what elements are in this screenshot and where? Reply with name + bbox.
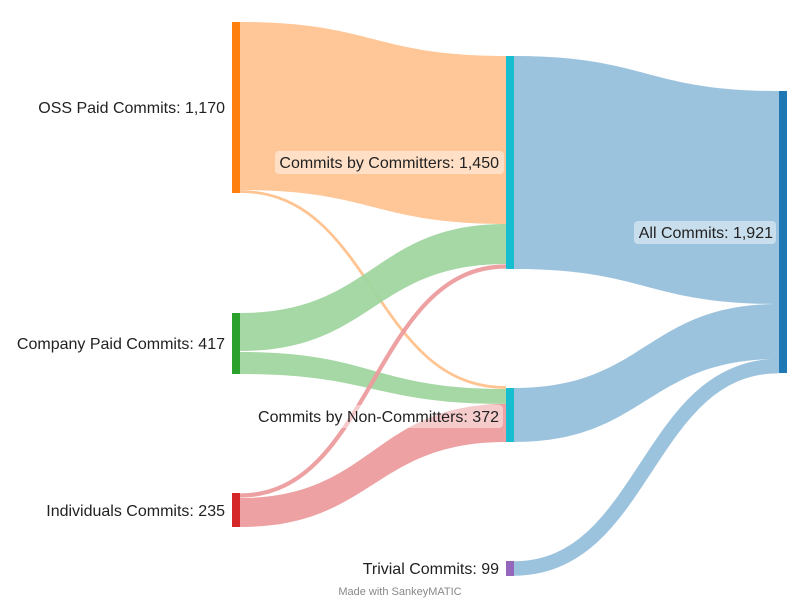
flow-committers-to-all[interactable] — [514, 56, 779, 304]
node-commits-by-committers[interactable] — [506, 56, 514, 269]
label-trivial-commits: Trivial Commits: 99 — [363, 561, 499, 578]
node-all-commits[interactable] — [779, 91, 787, 373]
label-individuals-commits: Individuals Commits: 235 — [46, 503, 225, 520]
credit-text[interactable]: Made with SankeyMATIC — [338, 586, 461, 598]
flow-individuals-to-noncommitters[interactable] — [240, 404, 506, 527]
flow-company-to-committers[interactable] — [240, 224, 506, 351]
flow-trivial-to-all[interactable] — [513, 358, 780, 576]
flow-oss-to-committers[interactable] — [240, 22, 506, 224]
node-trivial-commits[interactable] — [506, 561, 514, 576]
label-commits-by-committers: Commits by Committers: 1,450 — [279, 155, 499, 172]
node-company-paid-commits[interactable] — [232, 313, 240, 374]
node-oss-paid-commits[interactable] — [232, 22, 240, 193]
node-commits-by-noncommitters[interactable] — [506, 388, 514, 442]
label-commits-by-noncommitters: Commits by Non-Committers: 372 — [258, 409, 499, 426]
label-company-paid-commits: Company Paid Commits: 417 — [17, 336, 225, 353]
label-bg-noncommitters — [254, 405, 503, 428]
flow-individuals-to-committers[interactable] — [239, 264, 507, 498]
flow-noncommitters-to-all[interactable] — [514, 304, 779, 442]
label-oss-paid-commits: OSS Paid Commits: 1,170 — [38, 100, 225, 117]
label-bg-all — [634, 221, 776, 244]
label-bg-committers — [275, 151, 504, 174]
node-individuals-commits[interactable] — [232, 493, 240, 527]
label-all-commits: All Commits: 1,921 — [639, 225, 773, 242]
